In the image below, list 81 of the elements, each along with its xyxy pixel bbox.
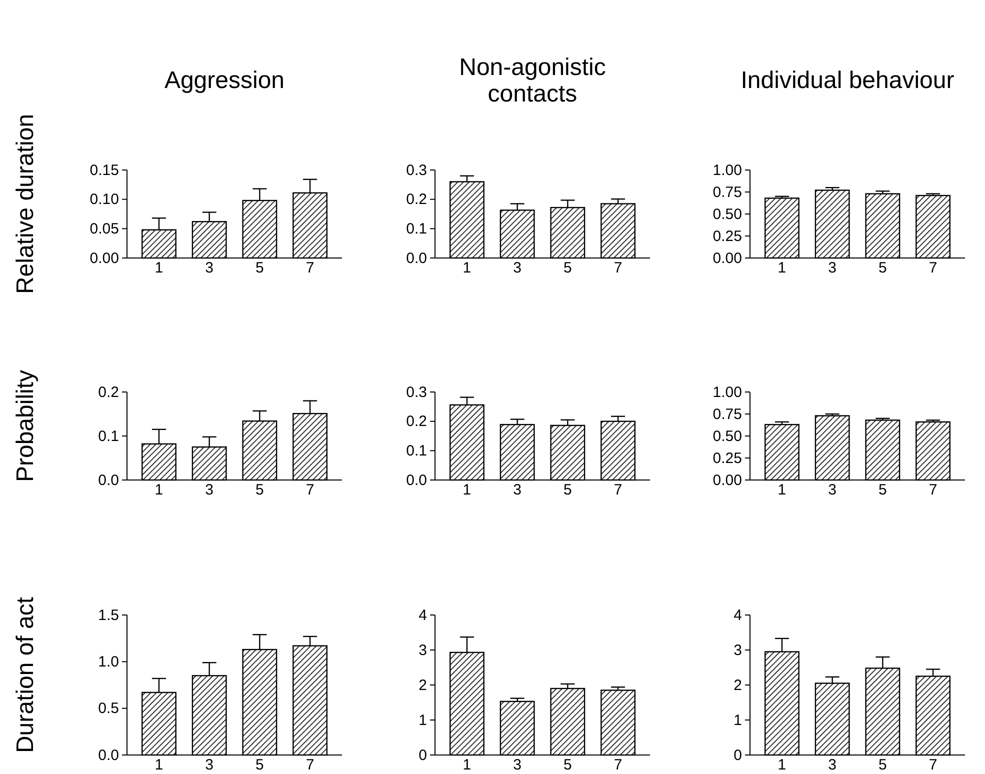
x-tick-label: 3 bbox=[828, 756, 836, 774]
x-tick-label: 3 bbox=[205, 756, 214, 774]
y-tick-label: 0.05 bbox=[90, 220, 119, 238]
x-tick-label: 5 bbox=[256, 756, 264, 774]
y-tick-label: 3 bbox=[734, 642, 742, 659]
x-tick-label: 5 bbox=[256, 482, 264, 499]
y-axis-title: Relative duration bbox=[12, 114, 39, 294]
x-tick-label: 1 bbox=[778, 756, 786, 774]
y-tick-label: 0 bbox=[418, 746, 427, 764]
y-tick-label: 0 bbox=[734, 746, 742, 764]
y-tick-label: 0.50 bbox=[712, 206, 742, 223]
y-tick-label: 2 bbox=[734, 676, 742, 694]
x-tick-label: 7 bbox=[928, 260, 938, 277]
y-tick-label: 4 bbox=[734, 606, 742, 624]
x-tick-label: 1 bbox=[154, 260, 164, 277]
y-tick-label: 0.1 bbox=[406, 220, 427, 238]
x-tick-label: 5 bbox=[878, 482, 887, 499]
y-axis-title: Duration of act bbox=[12, 596, 39, 754]
x-tick-label: 3 bbox=[828, 482, 836, 499]
y-tick-label: 0.25 bbox=[712, 450, 742, 467]
y-tick-label: 0.0 bbox=[98, 746, 119, 764]
y-tick-label: 1.5 bbox=[98, 606, 119, 624]
x-tick-label: 7 bbox=[614, 260, 622, 277]
x-tick-label: 7 bbox=[306, 756, 314, 774]
y-tick-label: 0.1 bbox=[98, 428, 119, 445]
x-tick-label: 1 bbox=[778, 482, 786, 499]
x-tick-label: 1 bbox=[462, 756, 472, 774]
x-tick-label: 7 bbox=[306, 482, 314, 499]
y-tick-label: 0.1 bbox=[406, 442, 427, 460]
x-tick-label: 3 bbox=[513, 260, 522, 277]
x-tick-label: 3 bbox=[205, 482, 214, 499]
x-tick-label: 5 bbox=[564, 260, 572, 277]
y-tick-label: 0.25 bbox=[712, 228, 742, 245]
y-tick-label: 1.0 bbox=[98, 653, 119, 670]
y-tick-label: 0.3 bbox=[406, 162, 427, 179]
y-tick-label: 0.00 bbox=[90, 250, 119, 267]
x-tick-label: 1 bbox=[154, 756, 164, 774]
x-tick-label: 1 bbox=[462, 260, 472, 277]
y-tick-label: 0.2 bbox=[98, 384, 119, 401]
y-tick-label: 0.0 bbox=[406, 250, 427, 267]
y-tick-label: 0.10 bbox=[90, 191, 119, 208]
x-tick-label: 3 bbox=[513, 756, 522, 774]
x-tick-label: 3 bbox=[828, 260, 836, 277]
y-axis-title: Probability bbox=[12, 370, 39, 482]
y-tick-label: 0.15 bbox=[90, 162, 119, 179]
y-tick-label: 1 bbox=[734, 712, 742, 729]
chart-title: Non-agonistic contacts bbox=[459, 54, 606, 108]
y-tick-label: 1.00 bbox=[712, 162, 742, 179]
x-tick-label: 1 bbox=[154, 482, 164, 499]
x-tick-label: 5 bbox=[878, 756, 887, 774]
x-tick-label: 1 bbox=[462, 482, 472, 499]
x-tick-label: 7 bbox=[928, 482, 938, 499]
y-tick-label: 0.0 bbox=[406, 472, 427, 489]
y-tick-label: 0.5 bbox=[98, 700, 119, 718]
y-tick-label: 4 bbox=[418, 606, 427, 624]
y-tick-label: 0.75 bbox=[712, 184, 742, 201]
y-tick-label: 0.50 bbox=[712, 428, 742, 445]
x-tick-label: 5 bbox=[564, 756, 572, 774]
chart-title: Aggression bbox=[164, 67, 285, 94]
x-tick-label: 3 bbox=[205, 260, 214, 277]
x-tick-label: 5 bbox=[564, 482, 572, 499]
x-tick-label: 7 bbox=[614, 756, 622, 774]
y-tick-label: 3 bbox=[418, 642, 427, 659]
x-tick-label: 7 bbox=[614, 482, 622, 499]
x-tick-label: 3 bbox=[513, 482, 522, 499]
y-tick-label: 0.2 bbox=[406, 191, 427, 208]
y-tick-label: 0.00 bbox=[712, 472, 742, 489]
y-tick-label: 0.00 bbox=[712, 250, 742, 267]
y-tick-label: 1.00 bbox=[712, 384, 742, 401]
y-tick-label: 0.2 bbox=[406, 413, 427, 430]
x-tick-label: 5 bbox=[256, 260, 264, 277]
y-tick-label: 2 bbox=[418, 676, 427, 694]
x-tick-label: 5 bbox=[878, 260, 887, 277]
x-tick-label: 7 bbox=[928, 756, 938, 774]
y-tick-label: 0.0 bbox=[98, 472, 119, 489]
x-tick-label: 7 bbox=[306, 260, 314, 277]
y-tick-label: 0.75 bbox=[712, 406, 742, 423]
y-tick-label: 0.3 bbox=[406, 384, 427, 401]
chart-title: Individual behaviour bbox=[740, 67, 954, 94]
y-tick-label: 1 bbox=[418, 712, 427, 729]
x-tick-label: 1 bbox=[778, 260, 786, 277]
